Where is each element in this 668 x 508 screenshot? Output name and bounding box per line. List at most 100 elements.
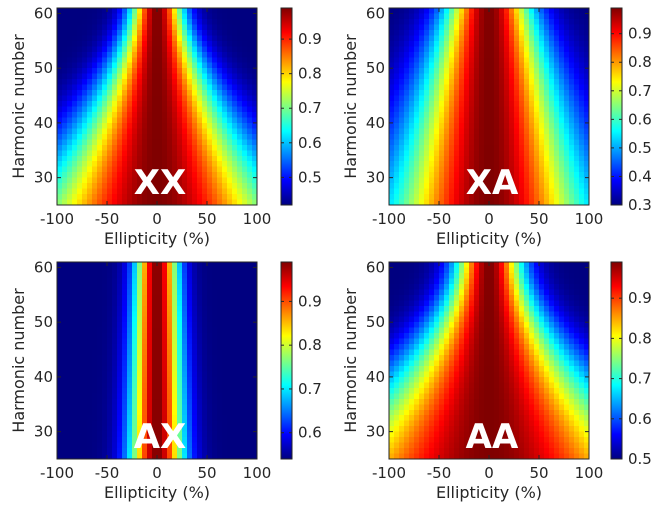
heatmap-cell (137, 90, 143, 97)
heatmap-cell (107, 311, 113, 318)
x-tick-label: 100 (243, 210, 272, 228)
heatmap-cell (212, 305, 218, 312)
heatmap-cell (187, 365, 193, 373)
heatmap-cell (227, 365, 233, 373)
heatmap-cell (534, 68, 540, 75)
heatmap-cell (162, 420, 168, 427)
heatmap-cell (72, 144, 78, 151)
heatmap-cell (539, 267, 545, 274)
heatmap-cell (97, 420, 103, 427)
heatmap-cell (409, 289, 415, 296)
heatmap-cell (142, 177, 148, 184)
colorbar-tick-label: 0.7 (298, 380, 322, 398)
heatmap-cell (147, 117, 153, 124)
heatmap-cell (92, 57, 98, 64)
heatmap-cell (544, 35, 550, 42)
heatmap-cell (137, 57, 143, 64)
heatmap-cell (414, 117, 420, 124)
heatmap-cell (172, 40, 178, 47)
heatmap-cell (242, 453, 248, 460)
heatmap-cell (554, 40, 560, 47)
heatmap-cell (414, 155, 420, 162)
heatmap-cell (207, 333, 213, 340)
heatmap-cell (242, 426, 248, 433)
heatmap-cell (237, 453, 243, 460)
heatmap-cell (97, 139, 103, 146)
heatmap-cell (524, 128, 530, 135)
heatmap-cell (92, 101, 98, 108)
heatmap-cell (122, 188, 128, 195)
heatmap-cell (157, 415, 163, 422)
heatmap-cell (439, 73, 445, 80)
heatmap-cell (57, 338, 63, 345)
heatmap-cell (252, 294, 258, 301)
heatmap-cell (67, 300, 73, 307)
heatmap-cell (182, 95, 188, 102)
heatmap-cell (92, 327, 98, 334)
heatmap-cell (172, 155, 178, 162)
heatmap-cell (187, 355, 193, 362)
heatmap-cell (92, 73, 98, 80)
heatmap-cell (519, 267, 525, 274)
heatmap-cell (137, 294, 143, 301)
heatmap-cell (102, 161, 108, 168)
heatmap-cell (559, 289, 565, 296)
heatmap-cell (449, 183, 455, 190)
heatmap-cell (504, 183, 510, 190)
heatmap-cell (534, 316, 540, 323)
heatmap-cell (237, 365, 243, 373)
heatmap-cell (504, 90, 510, 97)
heatmap-cell (584, 283, 590, 290)
heatmap-cell (107, 139, 113, 146)
heatmap-cell (147, 262, 153, 269)
heatmap-cell (509, 139, 515, 146)
heatmap-cell (152, 262, 158, 269)
heatmap-cell (172, 349, 178, 356)
heatmap-cell (439, 106, 445, 113)
heatmap-cell (57, 322, 63, 329)
heatmap-cell (252, 349, 258, 356)
heatmap-cell (232, 144, 238, 151)
heatmap-cell (227, 316, 233, 323)
heatmap-cell (167, 442, 173, 449)
heatmap-cell (429, 199, 435, 206)
heatmap-cell (409, 311, 415, 318)
heatmap-cell (162, 155, 168, 162)
heatmap-cell (167, 166, 173, 173)
heatmap-cell (404, 51, 410, 58)
heatmap-cell (67, 199, 73, 206)
heatmap-cell (207, 111, 213, 119)
heatmap-cell (454, 73, 460, 80)
heatmap-cell (524, 155, 530, 162)
heatmap-cell (474, 199, 480, 206)
heatmap-cell (82, 267, 88, 274)
heatmap-cell (404, 161, 410, 168)
heatmap-cell (97, 448, 103, 455)
heatmap-cell (142, 106, 148, 113)
heatmap-cell (212, 29, 218, 36)
heatmap-cell (117, 150, 123, 157)
heatmap-cell (117, 371, 123, 378)
heatmap-cell (539, 13, 545, 20)
heatmap-cell (57, 51, 63, 58)
heatmap-cell (434, 166, 440, 173)
heatmap-cell (519, 316, 525, 323)
heatmap-cell (559, 133, 565, 140)
heatmap-cell (409, 267, 415, 274)
heatmap-cell (222, 420, 228, 427)
heatmap-cell (404, 29, 410, 36)
heatmap-cell (97, 161, 103, 168)
heatmap-cell (509, 300, 515, 307)
x-tick-label: -50 (427, 210, 452, 228)
heatmap-cell (569, 272, 575, 280)
heatmap-cell (544, 128, 550, 135)
heatmap-cell (222, 365, 228, 373)
heatmap-cell (117, 68, 123, 75)
heatmap-cell (202, 267, 208, 274)
heatmap-cell (142, 18, 148, 26)
heatmap-cell (247, 199, 253, 206)
heatmap-cell (87, 262, 93, 269)
heatmap-cell (449, 311, 455, 318)
heatmap-cell (217, 431, 223, 438)
heatmap-cell (242, 322, 248, 329)
